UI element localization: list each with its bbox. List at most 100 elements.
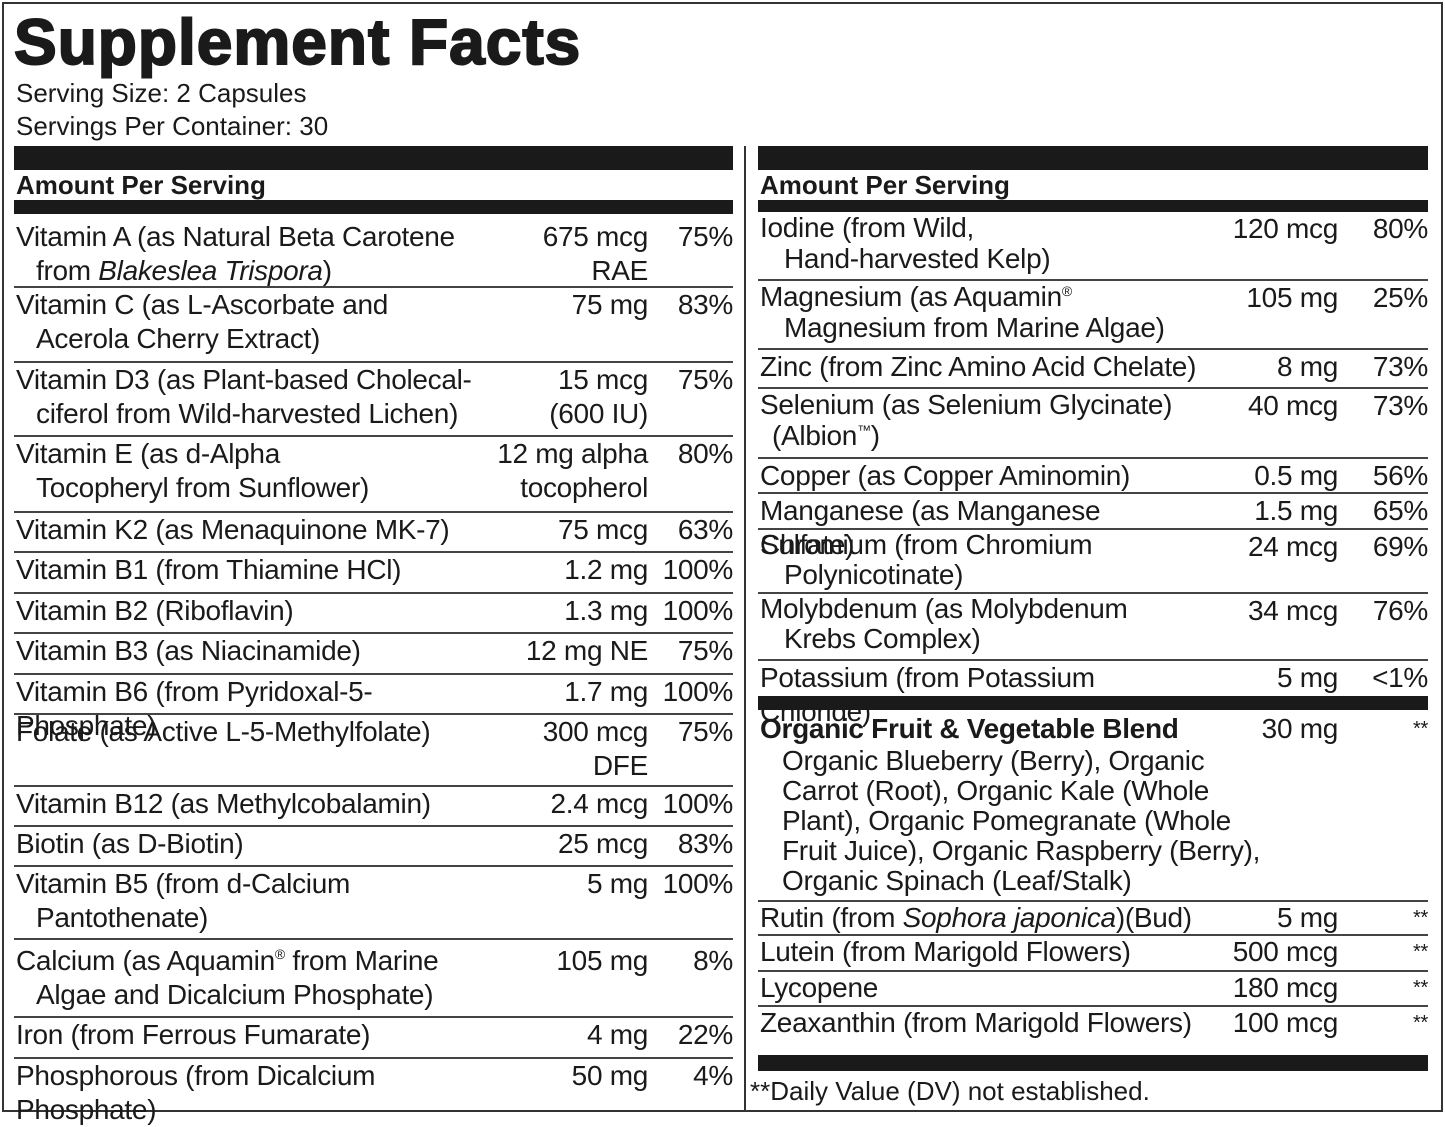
daily-value: 100% <box>662 595 734 626</box>
nutrient-row: Vitamin B6 (from Pyridoxal-5-Phosphate) … <box>14 675 734 741</box>
nutrient-name: Folate (as Active L-5-Methylfolate) <box>16 716 431 747</box>
nutrient-row: Vitamin C (as L-Ascorbate and Acerola Ch… <box>14 288 733 363</box>
nutrient-amount: 75 mg <box>571 289 649 320</box>
nutrient-row: Vitamin B1 (from Thiamine HCl) 1.2 mg 10… <box>14 553 733 594</box>
nutrient-name: Phosphorous (from Dicalcium Phosphate) <box>16 1060 376 1125</box>
nutrient-amount: 300 mcg <box>542 716 649 747</box>
medium-divider <box>758 200 1428 212</box>
daily-value: 73% <box>1372 351 1428 382</box>
nutrient-amount: 105 mg <box>1246 282 1338 313</box>
daily-value: 75% <box>677 716 733 747</box>
nutrient-amount: 50 mg <box>571 1060 649 1091</box>
nutrient-amount: 1.5 mg <box>1254 495 1338 526</box>
nutrient-row: Iron (from Ferrous Fumarate) 4 mg 22% <box>14 1018 733 1059</box>
nutrient-row: Vitamin A (as Natural Beta Carotene from… <box>14 214 733 288</box>
nutrient-name: Iodine (from Wild, <box>760 212 974 243</box>
nutrient-row: Vitamin B12 (as Methylcobalamin) 2.4 mcg… <box>14 787 733 827</box>
section-label: Amount Per Serving <box>16 170 266 200</box>
nutrient-row: Vitamin K2 (as Menaquinone MK-7) 75 mcg … <box>14 513 733 553</box>
daily-value: 100% <box>662 554 734 585</box>
daily-value: 56% <box>1372 460 1428 491</box>
nutrient-amount: 105 mg <box>556 945 648 976</box>
nutrient-row: Vitamin B2 (Riboflavin) 1.3 mg 100% <box>14 594 733 634</box>
daily-value: 100% <box>662 676 734 707</box>
serving-size: Serving Size: 2 Capsules <box>16 78 307 108</box>
nutrient-row: Zeaxanthin (from Marigold Flowers) 100 m… <box>758 1007 1428 1041</box>
nutrient-row: Copper (as Copper Aminomin) 0.5 mg 56% <box>758 459 1428 494</box>
nutrient-name: Chromium (from Chromium <box>760 529 1093 560</box>
nutrient-name: Vitamin B3 (as Niacinamide) <box>16 635 361 666</box>
nutrient-name: Vitamin A (as Natural Beta Carotene <box>16 221 455 252</box>
nutrient-name: Manganese (as Manganese Sulfate) <box>760 495 1101 560</box>
daily-value: ** <box>1413 1012 1428 1034</box>
nutrient-amount: 34 mcg <box>1247 595 1338 626</box>
nutrient-name: Vitamin B12 (as Methylcobalamin) <box>16 788 431 819</box>
nutrient-name: Vitamin B5 (from d-Calcium <box>16 868 350 899</box>
daily-value: 75% <box>677 221 733 252</box>
left-column: Amount Per Serving Vitamin A (as Natural… <box>14 146 734 1125</box>
nutrient-amount: 15 mcg <box>557 364 648 395</box>
daily-value: 4% <box>693 1060 733 1091</box>
nutrient-name: Calcium (as Aquamin® from Marine <box>16 945 439 976</box>
nutrient-name: Vitamin B6 (from Pyridoxal-5-Phosphate) <box>16 676 373 741</box>
nutrient-amount: 8 mg <box>1276 351 1338 382</box>
nutrient-row: Chromium (from Chromium Polynicotinate) … <box>758 530 1428 594</box>
nutrient-amount: 5 mg <box>586 868 648 899</box>
nutrient-amount: 12 mg alpha <box>497 438 648 469</box>
daily-value: ** <box>1413 907 1428 929</box>
daily-value: 100% <box>662 788 734 819</box>
thick-divider <box>758 146 1428 170</box>
nutrient-amount: 0.5 mg <box>1254 460 1338 491</box>
nutrient-name: Vitamin E (as d-Alpha <box>16 438 280 469</box>
nutrient-amount: 1.3 mg <box>564 595 648 626</box>
nutrient-name: Lycopene <box>760 972 878 1003</box>
right-column: Amount Per Serving Iodine (from Wild, Ha… <box>750 146 1428 1107</box>
nutrient-row: Molybdenum (as Molybdenum Krebs Complex)… <box>758 594 1428 661</box>
nutrient-row: Folate (as Active L-5-Methylfolate) 300 … <box>14 715 733 787</box>
blend-amount: 30 mg <box>1261 713 1339 744</box>
nutrient-row: Calcium (as Aquamin® from Marine Algae a… <box>14 940 733 1018</box>
daily-value: 73% <box>1372 390 1428 421</box>
daily-value: 65% <box>1372 495 1428 526</box>
blend-row: Organic Fruit & Vegetable Blend 30 mg ** <box>758 710 1428 746</box>
nutrient-row: Manganese (as Manganese Sulfate) 1.5 mg … <box>758 494 1428 560</box>
nutrient-row: Zinc (from Zinc Amino Acid Chelate) 8 mg… <box>758 350 1428 389</box>
blend-ingredients: Organic Blueberry (Berry), Organic Carro… <box>758 746 1428 902</box>
nutrient-name: Vitamin D3 (as Plant-based Cholecal- <box>16 364 472 395</box>
nutrient-row: Vitamin D3 (as Plant-based Cholecal- cif… <box>14 363 733 437</box>
servings-per-container: Servings Per Container: 30 <box>16 111 329 141</box>
nutrient-row: Magnesium (as Aquamin® Magnesium from Ma… <box>758 281 1428 350</box>
nutrient-amount: 1.2 mg <box>564 554 648 585</box>
medium-divider <box>758 696 1428 710</box>
daily-value: 8% <box>693 945 733 976</box>
trademark: ™ <box>857 422 871 438</box>
daily-value: 75% <box>677 635 733 666</box>
daily-value: ** <box>1413 977 1428 999</box>
nutrient-row: Rutin (from Sophora japonica)(Bud) 5 mg … <box>758 902 1428 936</box>
nutrient-amount: 120 mcg <box>1232 213 1339 244</box>
medium-divider <box>14 200 733 214</box>
nutrient-amount: 75 mcg <box>557 514 648 545</box>
nutrient-row: Phosphorous (from Dicalcium Phosphate) 5… <box>14 1059 733 1125</box>
nutrient-name: Biotin (as D-Biotin) <box>16 828 244 859</box>
nutrient-amount: 675 mcg <box>542 221 649 252</box>
nutrient-name: Vitamin K2 (as Menaquinone MK-7) <box>16 514 450 545</box>
nutrient-amount: 1.7 mg <box>564 676 648 707</box>
column-divider <box>744 146 746 1112</box>
blend-name: Organic Fruit & Vegetable Blend <box>760 713 1179 744</box>
nutrient-name: Iron (from Ferrous Fumarate) <box>16 1019 371 1050</box>
nutrient-amount: 5 mg <box>1276 662 1338 693</box>
nutrient-amount: 100 mcg <box>1232 1007 1339 1038</box>
nutrient-name: Potassium (from Potassium Chloride) <box>760 662 1095 727</box>
daily-value: 80% <box>1372 213 1428 244</box>
nutrient-name: Zeaxanthin (from Marigold Flowers) <box>760 1007 1192 1038</box>
page-title: Supplement Facts <box>13 5 582 79</box>
nutrient-amount: 180 mcg <box>1232 972 1339 1003</box>
footnote: **Daily Value (DV) not established. <box>750 1076 1150 1106</box>
nutrient-name: Lutein (from Marigold Flowers) <box>760 936 1131 967</box>
nutrient-row: Biotin (as D-Biotin) 25 mcg 83% <box>14 827 733 867</box>
daily-value: 69% <box>1372 531 1428 562</box>
nutrient-amount: 5 mg <box>1276 902 1338 933</box>
nutrient-name: Rutin (from Sophora japonica)(Bud) <box>760 902 1192 933</box>
